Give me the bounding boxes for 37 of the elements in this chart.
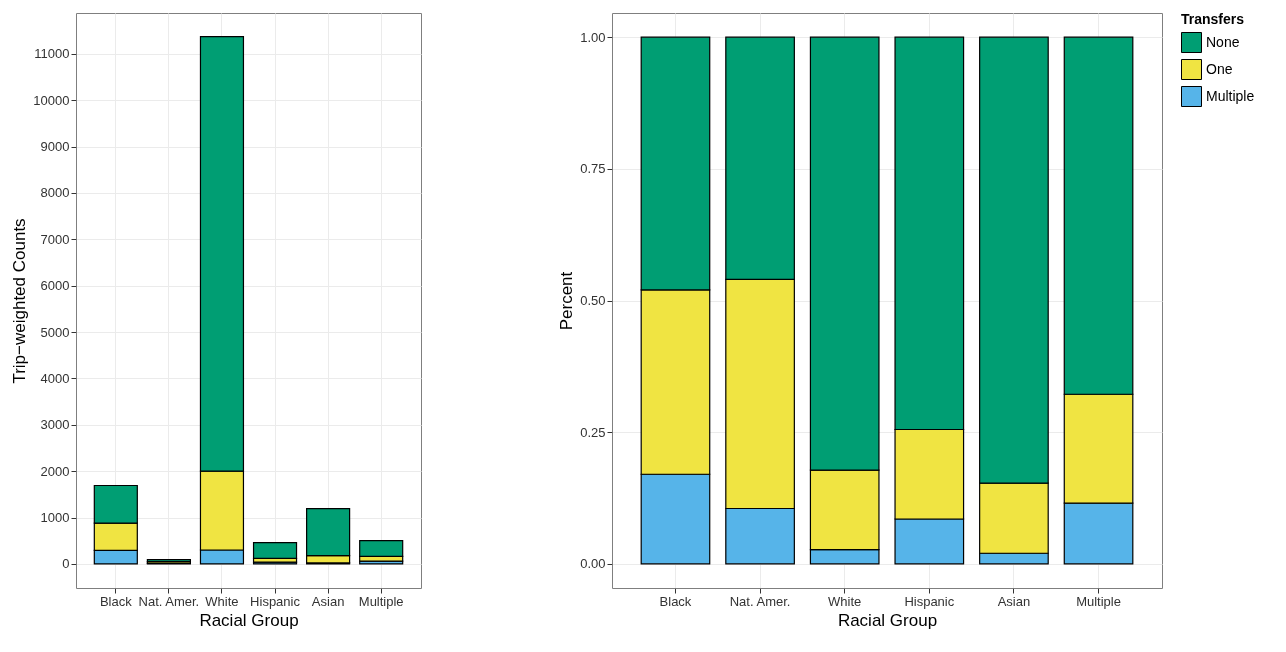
y-tick-label: 11000 [34,46,70,62]
legend-label: None [1206,33,1240,50]
y-tick-label: 3000 [40,417,70,433]
x-tick-label: Black [659,593,692,609]
x-tick-label: White [205,593,239,609]
x-tick-label: Black [99,593,133,609]
y-tick-label: 10000 [33,92,70,108]
y-tick-label: 5000 [40,324,70,340]
x-tick-label: Hispanic [904,593,955,609]
x-tick-label: Nat. Amer. [138,593,200,609]
x-tick-label: Hispanic [250,593,301,609]
x-tick-label: Asian [997,593,1031,609]
x-tick-label: White [828,593,862,609]
x-tick-label: Nat. Amer. [729,593,791,609]
legend-title: Transfers [1181,11,1245,27]
x-axis-title: Racial Group [837,610,938,630]
legend-label: One [1206,60,1233,77]
y-axis-title: Percent [557,271,577,331]
y-tick-label: 8000 [40,185,70,201]
x-axis-title: Racial Group [199,610,299,630]
y-tick-label: 9000 [40,139,70,155]
x-tick-label: Multiple [358,593,404,609]
y-tick-label: 0 [62,556,70,572]
legend-label: Multiple [1206,87,1255,104]
y-tick-label: 1000 [40,510,70,526]
y-tick-label: 6000 [40,278,70,294]
x-tick-label: Multiple [1076,593,1121,609]
y-tick-label: 1.00 [580,29,606,45]
y-tick-label: 7000 [40,231,70,247]
y-axis-title: Trip−weighted Counts [10,218,30,384]
y-tick-label: 0.25 [580,424,606,440]
y-tick-label: 0.50 [580,293,606,308]
y-tick-label: 0.75 [580,161,606,177]
y-tick-label: 2000 [40,463,70,479]
x-tick-label: Asian [311,593,345,609]
y-tick-label: 4000 [40,370,70,386]
y-tick-label: 0.00 [580,556,606,572]
